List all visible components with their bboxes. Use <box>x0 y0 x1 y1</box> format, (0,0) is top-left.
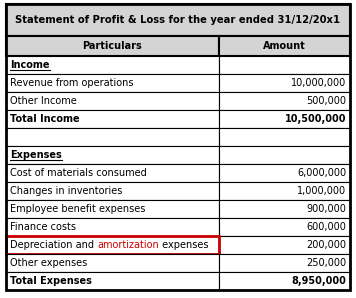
Text: Expenses: Expenses <box>10 150 62 160</box>
Text: Other Income: Other Income <box>10 96 77 106</box>
Bar <box>6 164 219 182</box>
Bar <box>219 218 350 236</box>
Bar <box>219 236 350 254</box>
Text: Other expenses: Other expenses <box>10 258 87 268</box>
Bar <box>219 92 350 110</box>
Text: Particulars: Particulars <box>83 41 142 51</box>
Bar <box>6 4 350 36</box>
Bar <box>6 236 219 254</box>
Text: 8,950,000: 8,950,000 <box>291 276 346 286</box>
Bar <box>6 182 219 200</box>
Text: amortization: amortization <box>97 240 159 250</box>
Bar <box>219 164 350 182</box>
Bar <box>6 74 219 92</box>
Text: 10,000,000: 10,000,000 <box>291 78 346 88</box>
Text: Total Expenses: Total Expenses <box>10 276 92 286</box>
Bar <box>219 254 350 272</box>
Text: 250,000: 250,000 <box>306 258 346 268</box>
Text: 10,500,000: 10,500,000 <box>284 114 346 124</box>
Bar <box>219 272 350 290</box>
Bar <box>6 36 219 56</box>
Text: 200,000: 200,000 <box>306 240 346 250</box>
Bar <box>219 128 350 146</box>
Bar <box>219 146 350 164</box>
Text: Income: Income <box>10 60 49 70</box>
Text: 500,000: 500,000 <box>306 96 346 106</box>
Bar <box>219 200 350 218</box>
Text: expenses: expenses <box>159 240 208 250</box>
Text: Amount: Amount <box>263 41 306 51</box>
Bar <box>6 110 219 128</box>
Text: 1,000,000: 1,000,000 <box>297 186 346 196</box>
Bar <box>219 182 350 200</box>
Text: Statement of Profit & Loss for the year ended 31/12/20x1: Statement of Profit & Loss for the year … <box>15 15 341 25</box>
Text: Employee benefit expenses: Employee benefit expenses <box>10 204 145 214</box>
Text: Finance costs: Finance costs <box>10 222 76 232</box>
Bar <box>219 56 350 74</box>
Bar <box>6 254 219 272</box>
Text: 6,000,000: 6,000,000 <box>297 168 346 178</box>
Text: 600,000: 600,000 <box>306 222 346 232</box>
Bar <box>219 74 350 92</box>
Text: Depreciation and: Depreciation and <box>10 240 97 250</box>
Bar <box>6 56 219 74</box>
Text: Changes in inventories: Changes in inventories <box>10 186 122 196</box>
Bar <box>6 272 219 290</box>
Text: Cost of materials consumed: Cost of materials consumed <box>10 168 147 178</box>
Bar <box>6 128 219 146</box>
Bar <box>6 218 219 236</box>
Bar <box>6 200 219 218</box>
Bar <box>219 110 350 128</box>
Text: Revenue from operations: Revenue from operations <box>10 78 134 88</box>
Bar <box>219 36 350 56</box>
Bar <box>6 92 219 110</box>
Text: 900,000: 900,000 <box>306 204 346 214</box>
Text: Total Income: Total Income <box>10 114 80 124</box>
Bar <box>6 236 219 254</box>
Bar <box>6 146 219 164</box>
